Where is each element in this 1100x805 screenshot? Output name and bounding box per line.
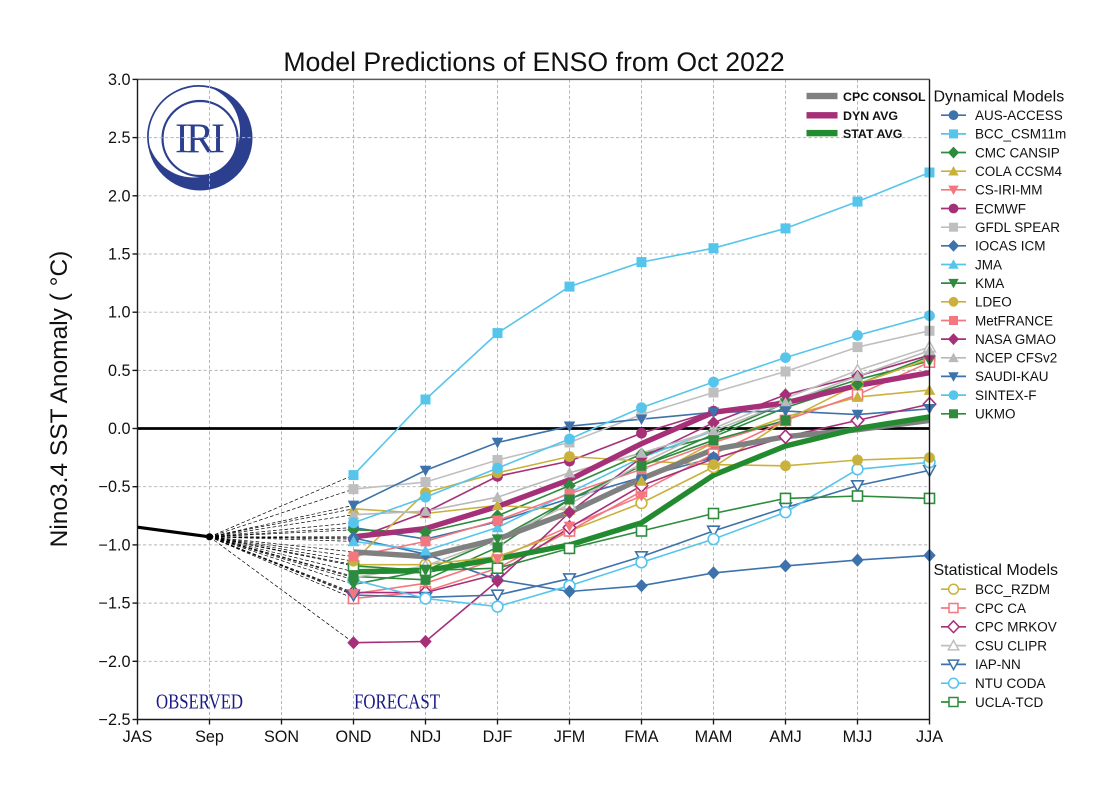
svg-text:CPC CA: CPC CA bbox=[975, 601, 1026, 616]
svg-text:−1.0: −1.0 bbox=[99, 536, 131, 554]
svg-text:−0.5: −0.5 bbox=[99, 478, 131, 496]
svg-text:CMC CANSIP: CMC CANSIP bbox=[975, 145, 1060, 160]
svg-text:0.5: 0.5 bbox=[108, 362, 131, 380]
svg-text:IOCAS ICM: IOCAS ICM bbox=[975, 239, 1046, 254]
svg-text:IAP-NN: IAP-NN bbox=[975, 657, 1021, 672]
svg-text:GFDL SPEAR: GFDL SPEAR bbox=[975, 220, 1060, 235]
svg-text:CPC CONSOL: CPC CONSOL bbox=[843, 90, 926, 104]
svg-text:OND: OND bbox=[336, 728, 372, 746]
svg-text:SON: SON bbox=[264, 728, 299, 746]
svg-text:CS-IRI-MM: CS-IRI-MM bbox=[975, 183, 1043, 198]
svg-text:IRI: IRI bbox=[175, 117, 225, 163]
svg-text:MetFRANCE: MetFRANCE bbox=[975, 313, 1053, 328]
svg-text:KMA: KMA bbox=[975, 276, 1004, 291]
svg-text:1.0: 1.0 bbox=[108, 304, 131, 322]
svg-text:DYN AVG: DYN AVG bbox=[843, 109, 898, 123]
svg-text:−2.0: −2.0 bbox=[99, 653, 131, 671]
svg-text:NCEP CFSv2: NCEP CFSv2 bbox=[975, 351, 1057, 366]
svg-text:MJJ: MJJ bbox=[843, 728, 873, 746]
svg-text:2.5: 2.5 bbox=[108, 129, 131, 147]
svg-text:LDEO: LDEO bbox=[975, 295, 1012, 310]
svg-text:NASA GMAO: NASA GMAO bbox=[975, 332, 1056, 347]
svg-text:COLA CCSM4: COLA CCSM4 bbox=[975, 164, 1063, 179]
svg-text:−1.5: −1.5 bbox=[99, 595, 131, 613]
svg-text:Nino3.4 SST Anomaly ( °C): Nino3.4 SST Anomaly ( °C) bbox=[46, 251, 73, 548]
svg-text:−2.5: −2.5 bbox=[99, 711, 131, 729]
svg-text:JFM: JFM bbox=[554, 728, 585, 746]
svg-text:AMJ: AMJ bbox=[769, 728, 801, 746]
svg-text:1.5: 1.5 bbox=[108, 246, 131, 264]
svg-text:Sep: Sep bbox=[195, 728, 224, 746]
svg-text:0.0: 0.0 bbox=[108, 420, 131, 438]
svg-text:DJF: DJF bbox=[483, 728, 513, 746]
svg-text:Statistical Models: Statistical Models bbox=[934, 562, 1059, 579]
svg-text:SAUDI-KAU: SAUDI-KAU bbox=[975, 369, 1049, 384]
svg-text:UCLA-TCD: UCLA-TCD bbox=[975, 695, 1044, 710]
svg-text:FMA: FMA bbox=[624, 728, 658, 746]
svg-text:MAM: MAM bbox=[695, 728, 733, 746]
svg-text:NTU CODA: NTU CODA bbox=[975, 676, 1046, 691]
svg-text:Model Predictions of ENSO from: Model Predictions of ENSO from Oct 2022 bbox=[283, 47, 784, 77]
svg-text:3.0: 3.0 bbox=[108, 71, 131, 89]
svg-text:BCC_CSM11m: BCC_CSM11m bbox=[975, 127, 1066, 142]
svg-text:JJA: JJA bbox=[916, 728, 943, 746]
svg-text:OBSERVED: OBSERVED bbox=[156, 690, 243, 714]
svg-text:SINTEX-F: SINTEX-F bbox=[975, 388, 1037, 403]
svg-text:JMA: JMA bbox=[975, 257, 1002, 272]
svg-text:NDJ: NDJ bbox=[410, 728, 441, 746]
svg-text:FORECAST: FORECAST bbox=[354, 690, 440, 714]
svg-text:CPC MRKOV: CPC MRKOV bbox=[975, 620, 1057, 635]
svg-text:ECMWF: ECMWF bbox=[975, 201, 1026, 216]
svg-text:UKMO: UKMO bbox=[975, 407, 1016, 422]
svg-text:AUS-ACCESS: AUS-ACCESS bbox=[975, 108, 1063, 123]
svg-text:STAT AVG: STAT AVG bbox=[843, 127, 902, 141]
svg-text:Dynamical Models: Dynamical Models bbox=[934, 89, 1065, 106]
svg-text:JAS: JAS bbox=[123, 728, 153, 746]
svg-text:CSU CLIPR: CSU CLIPR bbox=[975, 638, 1047, 653]
svg-text:2.0: 2.0 bbox=[108, 187, 131, 205]
svg-text:BCC_RZDM: BCC_RZDM bbox=[975, 582, 1050, 597]
